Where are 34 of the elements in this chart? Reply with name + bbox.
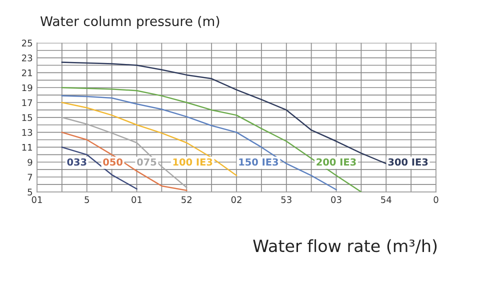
y-tick-label: 17 <box>22 99 32 106</box>
y-tick-label: 5 <box>28 188 32 196</box>
series-label: 050 <box>103 158 122 166</box>
x-tick-label: 52 <box>182 196 192 204</box>
series-label: 200 IE3 <box>316 158 356 166</box>
series-label: 100 IE3 <box>173 158 212 166</box>
y-tick-label: 9 <box>28 158 32 166</box>
line-series <box>61 102 238 176</box>
y-tick-label: 25 <box>22 40 32 46</box>
line-series <box>61 146 138 190</box>
y-tick-label: 15 <box>22 114 32 121</box>
line-series <box>61 95 337 190</box>
y-tick-label: 7 <box>28 174 32 180</box>
y-axis-title: Water column pressure (m) <box>40 16 220 29</box>
y-tick-label: 11 <box>22 144 32 151</box>
series-label: 075 <box>137 158 156 166</box>
x-tick-label: 53 <box>281 196 292 204</box>
x-tick-label: 01 <box>32 196 42 204</box>
series-label: 033 <box>67 158 86 166</box>
x-tick-label: 0 <box>434 196 438 204</box>
series-label: 300 IE3 <box>388 158 428 166</box>
line-series <box>61 86 362 192</box>
x-tick-label: 01 <box>132 196 142 204</box>
y-tick-label: 19 <box>22 84 32 92</box>
y-tick-label: 21 <box>22 69 32 76</box>
x-tick-label: 02 <box>231 196 242 204</box>
series-label: 150 IE3 <box>239 158 278 166</box>
x-tick-label: 03 <box>331 196 342 204</box>
y-tick-label: 13 <box>22 129 32 136</box>
x-axis-title: Water flow rate (m³/h) <box>253 239 437 254</box>
x-tick-label: 54 <box>381 196 392 204</box>
line-series <box>61 62 387 164</box>
x-tick-label: 5 <box>84 196 89 204</box>
y-tick-label: 23 <box>22 54 32 62</box>
